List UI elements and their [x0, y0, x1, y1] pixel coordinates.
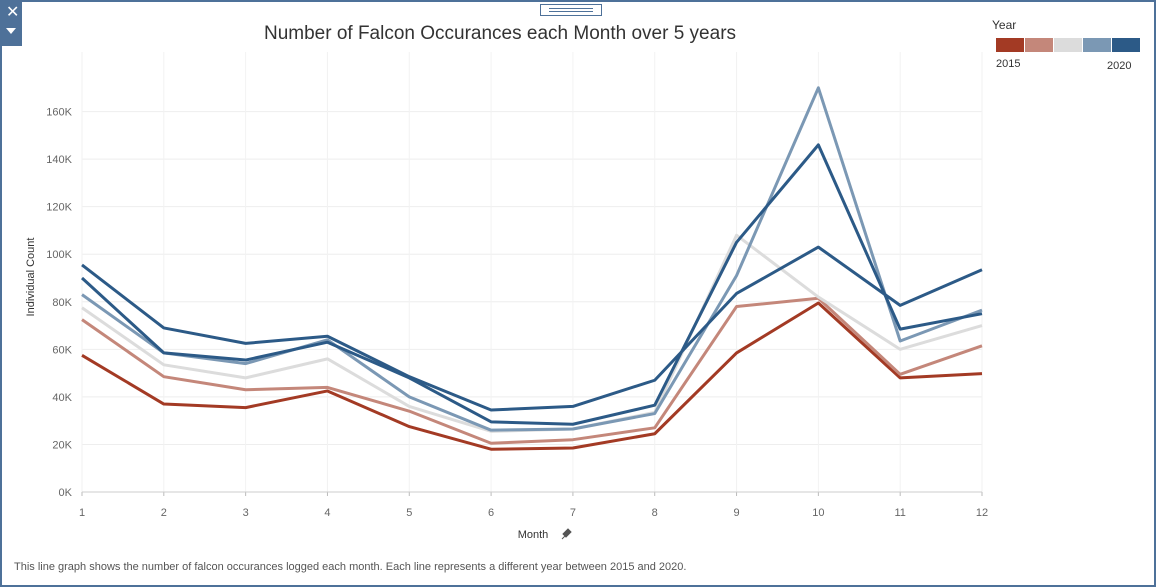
- legend-swatch-3[interactable]: [1054, 38, 1082, 52]
- x-tick-label: 10: [812, 507, 824, 519]
- x-tick-label: 9: [733, 507, 739, 519]
- close-icon[interactable]: ✕: [6, 2, 20, 21]
- y-tick-label: 60K: [52, 344, 72, 356]
- x-tick-label: 6: [488, 507, 494, 519]
- drag-handle[interactable]: [540, 4, 602, 16]
- y-tick-label: 160K: [46, 107, 72, 119]
- x-axis-label: Month: [518, 529, 549, 541]
- x-tick-label: 3: [243, 507, 249, 519]
- y-tick-label: 0K: [59, 487, 73, 499]
- legend-swatch-4[interactable]: [1083, 38, 1111, 52]
- grip-line: [549, 8, 593, 9]
- chart-title: Number of Falcon Occurances each Month o…: [263, 23, 737, 44]
- x-tick-label: 8: [652, 507, 658, 519]
- x-tick-label: 1: [79, 507, 85, 519]
- pin-icon[interactable]: [561, 528, 572, 540]
- legend-swatch-1[interactable]: [996, 38, 1024, 52]
- x-tick-label: 4: [324, 507, 330, 519]
- x-tick-label: 12: [976, 507, 988, 519]
- y-tick-label: 80K: [52, 297, 72, 309]
- grip-line: [549, 11, 593, 12]
- legend-min-label: 2015: [996, 58, 1021, 70]
- y-tick-label: 120K: [46, 202, 72, 214]
- series-line-4[interactable]: [81, 86, 983, 432]
- y-tick-label: 140K: [46, 154, 72, 166]
- y-tick-label: 40K: [52, 392, 72, 404]
- chart-caption: This line graph shows the number of falc…: [14, 561, 687, 573]
- series-line-1[interactable]: [81, 301, 983, 451]
- series-line-5[interactable]: [80, 143, 983, 426]
- x-tick-label: 11: [894, 507, 905, 519]
- y-tick-label: 20K: [52, 439, 72, 451]
- series-line-6[interactable]: [81, 245, 983, 412]
- legend-swatch-2[interactable]: [1025, 38, 1053, 52]
- x-tick-label: 2: [161, 507, 167, 519]
- legend-title: Year: [992, 18, 1017, 32]
- legend-max-label: 2020: [1107, 60, 1132, 72]
- series-line-2[interactable]: [81, 296, 983, 445]
- series-line-3[interactable]: [81, 233, 983, 433]
- close-button[interactable]: ✕: [2, 2, 22, 46]
- legend-color-ramp[interactable]: [996, 38, 1141, 52]
- y-tick-label: 100K: [46, 249, 72, 261]
- x-tick-label: 5: [406, 507, 412, 519]
- y-axis-label: Individual Count: [25, 238, 37, 317]
- legend-swatch-5[interactable]: [1112, 38, 1140, 52]
- x-tick-label: 7: [570, 507, 576, 519]
- chevron-down-icon[interactable]: [6, 28, 16, 34]
